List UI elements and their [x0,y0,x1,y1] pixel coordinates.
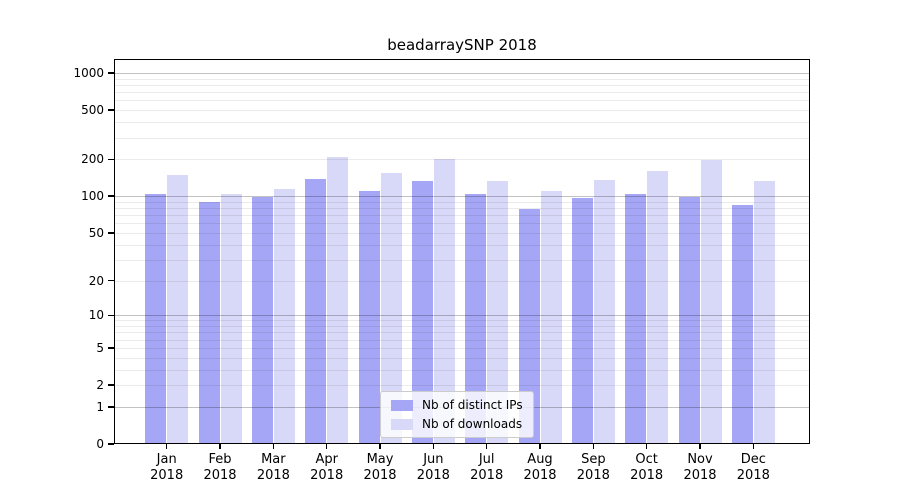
legend-swatch-distinct-ips [391,399,413,411]
x-tick-mark [325,444,328,449]
bar-jan-distinct-ips [145,194,167,444]
x-tick-mark [699,444,701,449]
bar-feb-distinct-ips [198,202,220,444]
bar-aug-distinct-ips [518,209,540,444]
bar-jan-downloads [167,174,189,444]
bar-sep-downloads [593,179,615,444]
x-tick-label: Jun 2018 [416,452,450,483]
y-tick-mark [108,232,114,234]
x-tick-mark [165,444,168,449]
x-tick-label: Feb 2018 [203,452,237,483]
bar-jun-downloads [433,159,455,444]
y-tick-mark [108,109,114,111]
bar-jul-distinct-ips [465,194,487,444]
bar-apr-distinct-ips [305,178,327,444]
x-tick-mark [272,444,275,449]
x-tick-label: Jan 2018 [150,452,184,483]
bar-apr-downloads [327,156,349,444]
y-tick-label: 10 [88,308,104,323]
bar-mar-downloads [273,188,295,444]
y-tick-label: 0 [96,437,104,451]
x-tick-label: Mar 2018 [256,452,290,483]
y-tick-label: 1000 [73,66,104,81]
x-tick-mark [485,444,488,449]
y-tick-label: 1 [96,399,104,414]
legend-item-downloads: Nb of downloads [391,417,523,431]
y-tick-mark [108,406,114,408]
y-tick-label: 50 [88,225,104,240]
y-tick-mark [108,443,114,445]
x-tick-mark [219,444,221,449]
legend: Nb of distinct IPs Nb of downloads [380,391,534,438]
legend-label-distinct-ips: Nb of distinct IPs [422,398,523,412]
x-tick-label: Aug 2018 [523,452,557,483]
bar-nov-distinct-ips [678,196,700,444]
y-tick-mark [108,72,114,74]
bar-jun-distinct-ips [411,181,433,444]
bar-oct-distinct-ips [625,193,647,444]
x-tick-label: Oct 2018 [630,452,664,483]
bar-nov-downloads [700,159,722,444]
x-tick-label: Sep 2018 [576,452,610,483]
y-tick-mark [108,314,114,316]
y-tick-label: 200 [81,152,104,167]
x-tick-label: Jul 2018 [470,452,504,483]
bar-oct-downloads [647,170,669,444]
x-tick-label: Apr 2018 [310,452,344,483]
x-tick-label: Dec 2018 [736,452,770,483]
bars-layer [114,59,810,444]
y-tick-mark [108,384,114,386]
y-tick-mark [108,347,114,349]
x-tick-mark [379,444,381,449]
bar-jul-downloads [487,181,509,444]
x-tick-mark [432,444,435,449]
chart-title: beadarraySNP 2018 [387,36,537,54]
bar-aug-downloads [540,190,562,444]
x-tick-label: Nov 2018 [683,452,717,483]
bar-may-distinct-ips [358,190,380,444]
y-tick-label: 5 [96,340,104,355]
x-tick-label: May 2018 [363,452,397,483]
y-tick-mark [108,158,114,161]
y-tick-label: 2 [96,378,104,393]
bar-dec-distinct-ips [731,204,753,444]
x-tick-mark [539,444,541,449]
plot-area [114,59,810,444]
legend-swatch-downloads [391,418,413,430]
x-tick-mark [592,444,595,449]
bar-may-downloads [380,173,402,444]
legend-item-distinct-ips: Nb of distinct IPs [391,398,523,412]
y-tick-label: 20 [88,273,104,288]
bar-mar-distinct-ips [251,197,273,444]
y-tick-label: 500 [81,103,104,118]
bar-sep-distinct-ips [571,198,593,444]
bar-feb-downloads [220,193,242,444]
bar-dec-downloads [753,180,775,444]
x-tick-mark [752,444,755,449]
y-tick-label: 100 [81,189,104,204]
y-tick-mark [108,279,114,282]
y-tick-mark [108,195,114,197]
legend-label-downloads: Nb of downloads [422,417,523,431]
x-tick-mark [645,444,648,449]
